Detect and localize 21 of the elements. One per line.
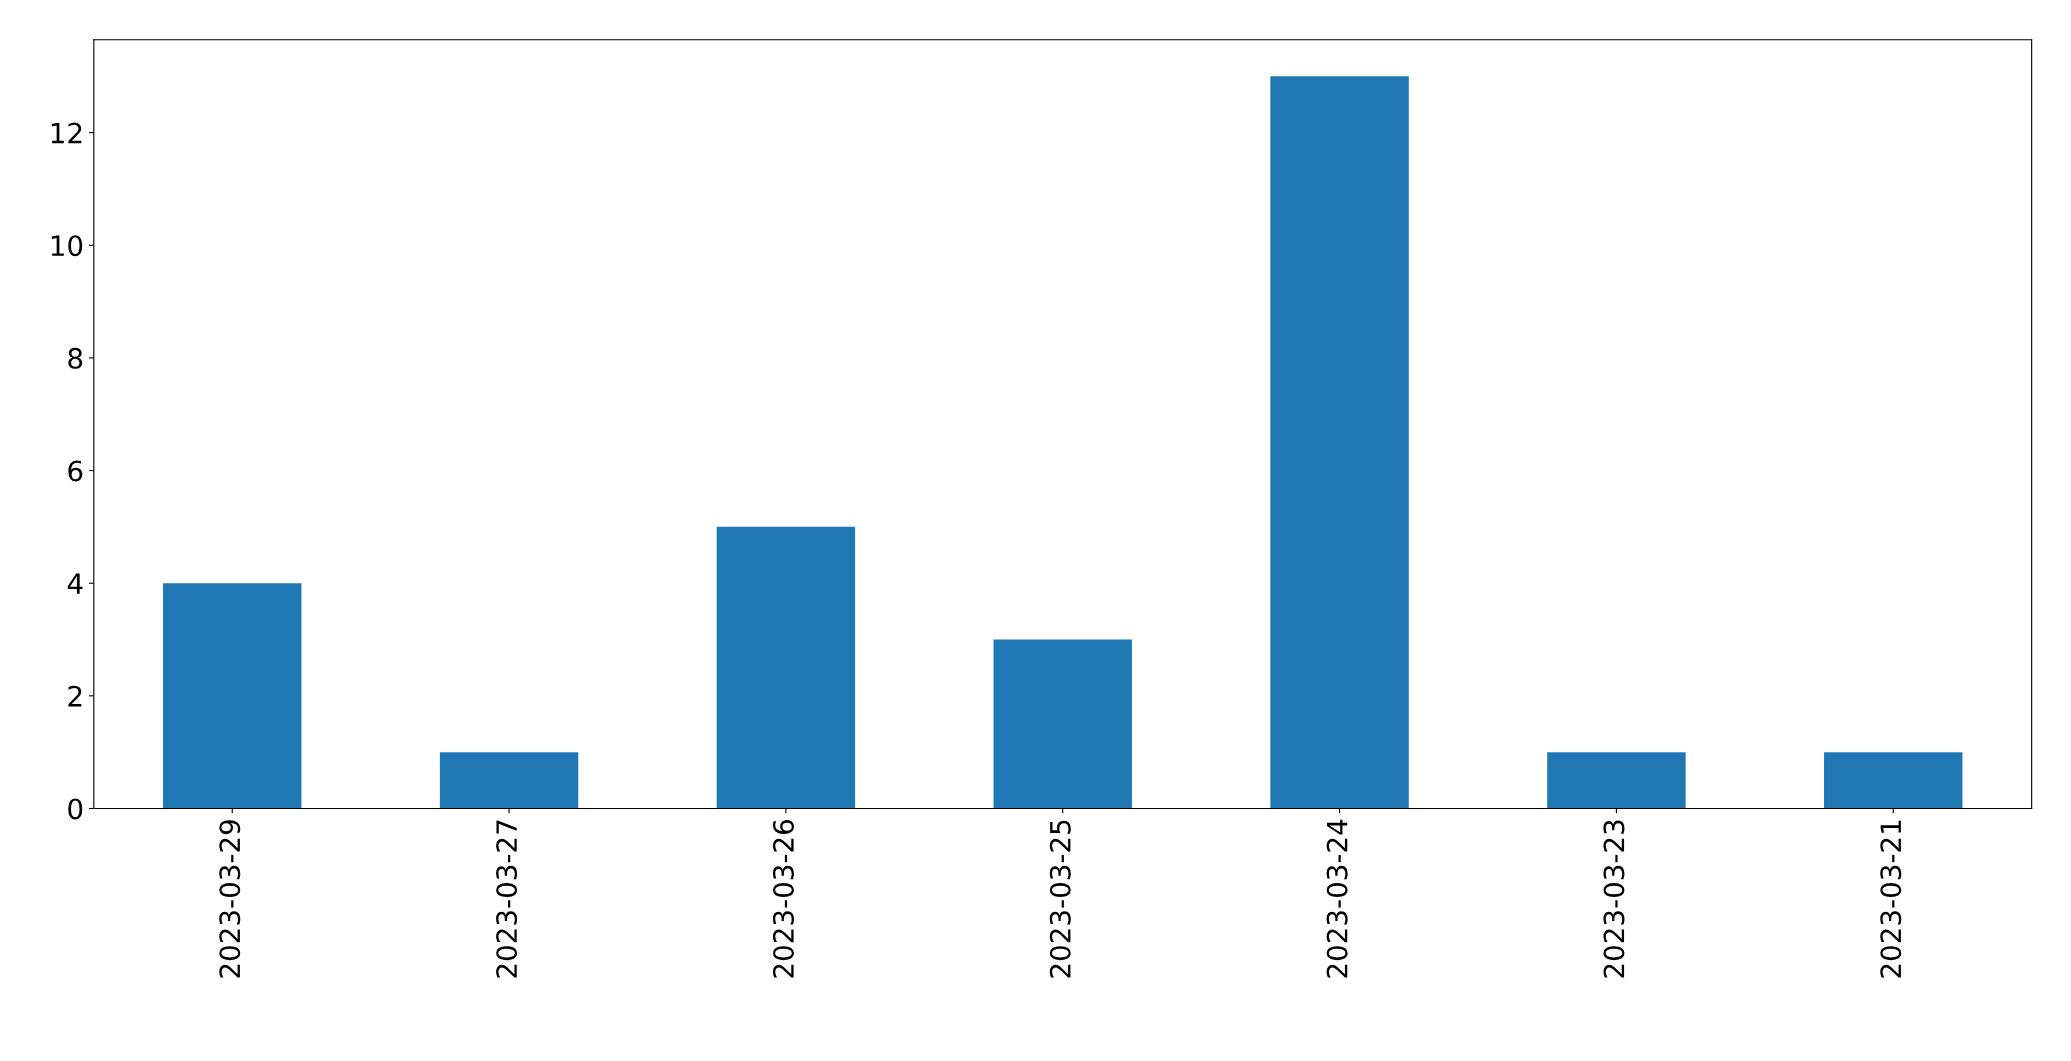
bar — [1270, 76, 1409, 809]
x-tick-label: 2023-03-25 — [1049, 820, 1071, 978]
x-tick-label: 2023-03-27 — [496, 820, 518, 978]
y-tick-label: 0 — [68, 798, 83, 820]
x-tick-label: 2023-03-29 — [219, 820, 241, 978]
y-tick-label: 6 — [68, 460, 83, 482]
x-tick-label: 2023-03-26 — [772, 819, 794, 978]
bar — [163, 583, 302, 809]
y-tick-label: 4 — [67, 573, 83, 594]
y-tick-label: 12 — [51, 122, 82, 144]
x-tick-label: 2023-03-21 — [1880, 820, 1902, 978]
y-tick-label: 8 — [68, 347, 83, 369]
bar — [716, 526, 856, 809]
bar — [993, 639, 1132, 809]
x-tick-label: 2023-03-23 — [1603, 820, 1625, 978]
bar — [439, 752, 579, 809]
y-tick-label: 2 — [68, 685, 82, 707]
bar — [1824, 752, 1963, 809]
y-tick-label: 10 — [51, 235, 83, 257]
bar — [1547, 752, 1686, 809]
x-tick-label: 2023-03-24 — [1326, 819, 1348, 978]
